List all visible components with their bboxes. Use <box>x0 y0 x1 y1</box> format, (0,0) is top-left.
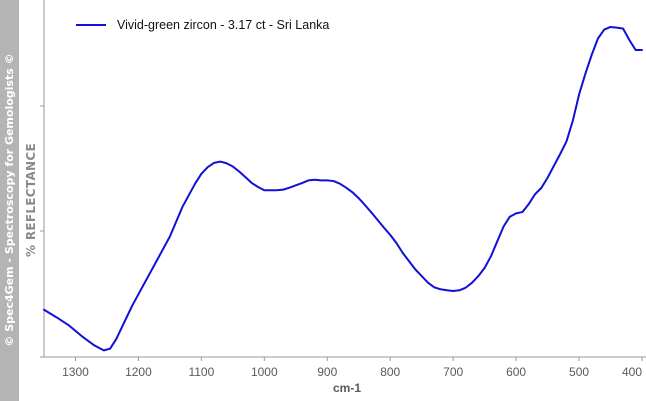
x-tick-label-1300: 1300 <box>62 365 89 379</box>
x-tick-label-900: 900 <box>317 365 337 379</box>
copyright-text: © Spec4Gem - Spectroscopy for Gemologist… <box>3 53 16 346</box>
x-tick-label-800: 800 <box>380 365 400 379</box>
x-tick-label-1100: 1100 <box>188 365 214 379</box>
x-axis-ticks: 1300 1200 1100 1000 900 800 700 600 500 400 <box>62 357 643 379</box>
x-tick-label-700: 700 <box>443 365 463 379</box>
x-tick-label-600: 600 <box>506 365 526 379</box>
x-tick-label-400: 400 <box>622 365 642 379</box>
x-tick-label-1200: 1200 <box>125 365 152 379</box>
series-line-vivid-green-zircon <box>43 25 643 352</box>
y-axis-ticks <box>40 105 44 358</box>
y-axis-title: % REFLECTANCE <box>24 143 38 257</box>
copyright-strip <box>0 0 19 401</box>
x-axis-title: cm-1 <box>333 381 361 395</box>
legend: Vivid-green zircon - 3.17 ct - Sri Lanka <box>76 18 329 32</box>
x-tick-label-500: 500 <box>569 365 589 379</box>
x-tick-label-1000: 1000 <box>251 365 278 379</box>
legend-label: Vivid-green zircon - 3.17 ct - Sri Lanka <box>117 18 329 32</box>
